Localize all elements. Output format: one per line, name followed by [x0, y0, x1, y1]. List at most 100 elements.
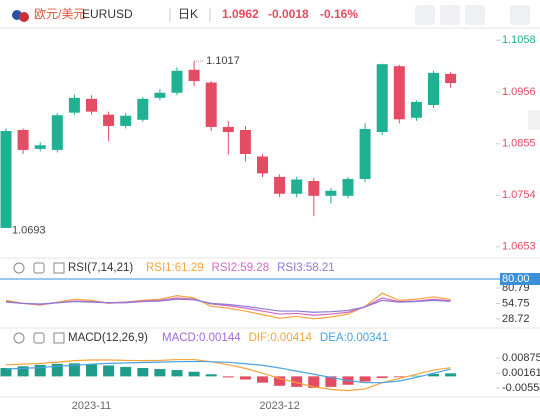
draw-button[interactable] — [440, 5, 460, 25]
indicator-line — [5, 292, 451, 320]
macd-bar — [51, 363, 63, 377]
gear-icon — [33, 332, 45, 344]
macd-bar — [376, 376, 388, 379]
macd-bar — [34, 364, 46, 377]
eye-icon — [13, 332, 25, 344]
macd-bar — [137, 367, 149, 377]
indicator-line — [5, 358, 451, 392]
candle-body — [376, 64, 388, 133]
y-tick-label: 28.72 — [502, 313, 530, 325]
macd-bar — [68, 363, 80, 377]
candle-body — [34, 145, 46, 149]
legend-entry: RSI2:59.28 — [212, 262, 270, 274]
flag-icon — [12, 10, 29, 22]
macd-bar — [239, 376, 251, 380]
candle-body — [17, 130, 29, 150]
macd-bar — [188, 371, 200, 377]
macd-bar — [445, 373, 457, 377]
candle-body — [393, 66, 405, 120]
change: -0.0018 — [268, 7, 309, 21]
pair-name[interactable]: 欧元/美元 — [34, 7, 85, 21]
candle-body — [205, 82, 217, 127]
indicator-line — [5, 360, 451, 384]
macd-bar — [205, 374, 217, 377]
candle-body — [120, 115, 132, 126]
candle-body — [291, 179, 303, 194]
legend-entry: RSI1:61.29 — [146, 262, 204, 274]
indicator-line — [5, 298, 451, 313]
macd-bar — [428, 373, 439, 377]
candle-body — [239, 130, 251, 154]
macd-bar — [410, 375, 422, 377]
y-tick-label: 1.0754 — [502, 189, 536, 201]
macd-bar — [274, 376, 286, 386]
candle-body — [188, 69, 200, 82]
macd-bar — [359, 376, 371, 382]
candle-body — [325, 190, 337, 196]
x-tick-label: 2023-11 — [72, 400, 112, 412]
high-label: 1.1017 — [206, 55, 240, 67]
macd-bar — [291, 376, 303, 387]
reference-label: 80.00 — [502, 273, 530, 285]
settings-button[interactable] — [465, 5, 485, 25]
y-tick-label: 1.0855 — [502, 138, 536, 150]
reference-label-box — [500, 273, 540, 285]
collapse-handle[interactable] — [528, 110, 540, 130]
candle-body — [445, 73, 457, 84]
candle-body — [308, 181, 320, 196]
macd-bar — [86, 364, 97, 377]
eye-icon — [13, 262, 25, 274]
low-label: 1.0693 — [12, 224, 46, 236]
macd-bar — [154, 369, 166, 377]
candle-body — [154, 92, 166, 98]
indicator-title: MACD(12,26,9) — [68, 332, 148, 344]
candle-body — [257, 156, 268, 174]
menu-icon — [53, 262, 65, 274]
legend-entry: RSI3:58.21 — [277, 262, 335, 274]
indicator-title: RSI(7,14,21) — [68, 262, 133, 274]
candle-body — [359, 128, 371, 179]
fullscreen-button[interactable] — [510, 5, 530, 25]
macd-bar — [257, 376, 268, 383]
macd-bar — [171, 370, 183, 377]
y-tick-label: 1.1058 — [502, 34, 536, 46]
price: 1.0962 — [222, 7, 259, 21]
macd-bar — [0, 367, 12, 377]
macd-bar — [308, 376, 320, 388]
candle-body — [342, 178, 354, 196]
indicator-button[interactable] — [415, 5, 435, 25]
candle-body — [68, 97, 80, 113]
menu-icon — [53, 332, 65, 344]
candle-body — [274, 176, 286, 194]
candle-body — [410, 101, 422, 118]
legend-entry: DIF:0.00414 — [249, 332, 313, 344]
candle-body — [428, 72, 439, 105]
legend-entry: DEA:0.00341 — [320, 332, 388, 344]
legend-entry: MACD:0.00144 — [162, 332, 241, 344]
y-tick-label: -0.00554 — [502, 382, 540, 394]
toolbar[interactable] — [415, 5, 530, 25]
candle-body — [171, 70, 183, 93]
gear-icon — [33, 262, 45, 274]
candle-body — [51, 115, 63, 150]
y-tick-label: 0.00875 — [502, 352, 540, 364]
macd-bar — [393, 376, 405, 378]
y-tick-label: 0.00161 — [502, 367, 540, 379]
macd-bar — [120, 366, 132, 377]
macd-bar — [222, 376, 234, 378]
x-tick-label: 2023-12 — [259, 400, 299, 412]
y-tick-label: 54.75 — [502, 297, 530, 309]
macd-bar — [325, 376, 337, 387]
candle-body — [222, 126, 234, 133]
period[interactable]: 日K — [178, 7, 198, 21]
macd-bar — [17, 366, 29, 377]
symbol: EURUSD — [82, 7, 133, 21]
candle-body — [0, 131, 12, 228]
macd-bar — [103, 365, 115, 377]
y-tick-label: 1.0956 — [502, 86, 536, 98]
y-tick-label: 1.0653 — [502, 241, 536, 253]
candle-body — [137, 98, 149, 120]
change-pct: -0.16% — [320, 7, 358, 21]
